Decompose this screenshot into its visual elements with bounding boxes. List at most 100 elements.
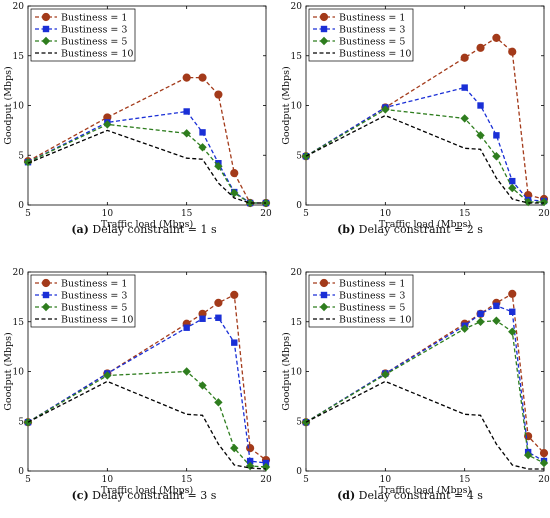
data-point (182, 129, 191, 138)
legend-entry: Bustiness = 3 (61, 25, 127, 36)
data-point (301, 152, 311, 161)
y-tick-label: 10 (13, 102, 25, 112)
panel-caption: (b) Delay constraint = 2 s (320, 223, 500, 236)
data-point (198, 143, 207, 152)
y-tick-label: 5 (296, 151, 302, 161)
legend-entry: Bustiness = 10 (61, 315, 133, 326)
y-tick-label: 10 (13, 368, 25, 378)
data-point (198, 381, 207, 390)
legend-entry: Bustiness = 3 (61, 291, 127, 302)
legend-swatch-marker (42, 291, 50, 299)
data-point (460, 53, 469, 62)
data-point (508, 289, 517, 298)
data-point (508, 47, 517, 56)
series-line (305, 108, 544, 203)
y-tick-label: 20 (291, 268, 303, 278)
data-point (523, 450, 533, 460)
legend-entry: Bustiness = 1 (61, 279, 127, 290)
data-point (460, 114, 469, 123)
data-point (509, 308, 516, 315)
panel-caption: (c) Delay constraint = 3 s (54, 489, 234, 502)
series-4 (27, 380, 267, 470)
caption-letter: (d) (337, 489, 356, 502)
data-point (246, 457, 254, 465)
data-point (476, 131, 485, 140)
y-tick-label: 15 (291, 318, 303, 328)
legend-entry: Bustiness = 10 (61, 49, 133, 60)
x-tick-label: 20 (538, 209, 550, 219)
data-point (214, 298, 223, 307)
x-tick-label: 5 (303, 209, 309, 219)
series-line (27, 129, 266, 204)
data-point (198, 73, 207, 82)
series-3 (301, 316, 549, 468)
x-axis-label: Traffic load (Mbps) (101, 485, 193, 496)
data-point (523, 197, 533, 207)
series-line (27, 317, 267, 464)
data-point (509, 177, 516, 185)
y-tick-label: 0 (296, 201, 302, 211)
data-point (182, 367, 191, 376)
y-axis-label: Goodput (Mbps) (281, 332, 292, 410)
series-line (305, 320, 545, 464)
y-tick-label: 20 (13, 268, 25, 278)
x-tick-label: 15 (459, 209, 471, 219)
legend-entry: Bustiness = 1 (61, 13, 127, 24)
data-point (245, 198, 255, 208)
legend-swatch-marker (319, 12, 329, 22)
data-point (182, 73, 191, 82)
y-tick-label: 10 (291, 368, 303, 378)
caption-text: Delay constraint = 1 s (92, 223, 217, 236)
data-point (199, 129, 206, 136)
legend-entry: Bustiness = 1 (339, 13, 405, 24)
legend-swatch-marker (41, 302, 51, 312)
data-point (230, 188, 239, 198)
y-tick-label: 0 (18, 467, 24, 477)
data-point (476, 317, 485, 326)
data-point (183, 324, 190, 331)
data-point (381, 105, 390, 114)
data-point (301, 418, 311, 427)
legend-swatch-marker (41, 12, 51, 22)
panel-caption: (d) Delay constraint = 4 s (320, 489, 500, 502)
legend-swatch-marker (42, 25, 50, 33)
series-4 (305, 114, 544, 204)
series-3 (23, 120, 271, 208)
data-point (230, 169, 239, 178)
series-line (27, 123, 266, 204)
legend-entry: Bustiness = 3 (339, 25, 405, 36)
panel-caption: (a) Delay constraint = 1 s (54, 223, 234, 236)
y-tick-label: 0 (296, 467, 302, 477)
data-point (230, 443, 239, 453)
x-axis-label: Traffic load (Mbps) (379, 485, 471, 496)
y-axis-label: Goodput (Mbps) (3, 332, 14, 410)
legend-entry: Bustiness = 1 (339, 279, 405, 290)
x-tick-label: 15 (181, 475, 193, 485)
data-point (381, 370, 390, 379)
legend-swatch-marker (319, 278, 329, 288)
data-point (103, 371, 112, 380)
legend-entry: Bustiness = 5 (61, 303, 127, 314)
y-axis-label: Goodput (Mbps) (281, 66, 292, 144)
caption-letter: (a) (71, 223, 89, 236)
x-tick-label: 15 (459, 475, 471, 485)
legend-entry: Bustiness = 10 (339, 315, 411, 326)
legend-entry: Bustiness = 3 (339, 291, 405, 302)
data-point (214, 90, 223, 99)
data-point (230, 290, 239, 299)
data-point (539, 458, 549, 468)
data-point (476, 43, 485, 52)
legend-swatch-marker (319, 36, 329, 46)
y-tick-label: 15 (13, 52, 25, 62)
series-line (27, 76, 266, 204)
caption-letter: (c) (71, 489, 89, 502)
data-point (461, 84, 468, 91)
x-tick-label: 10 (102, 475, 114, 485)
data-point (492, 33, 501, 42)
